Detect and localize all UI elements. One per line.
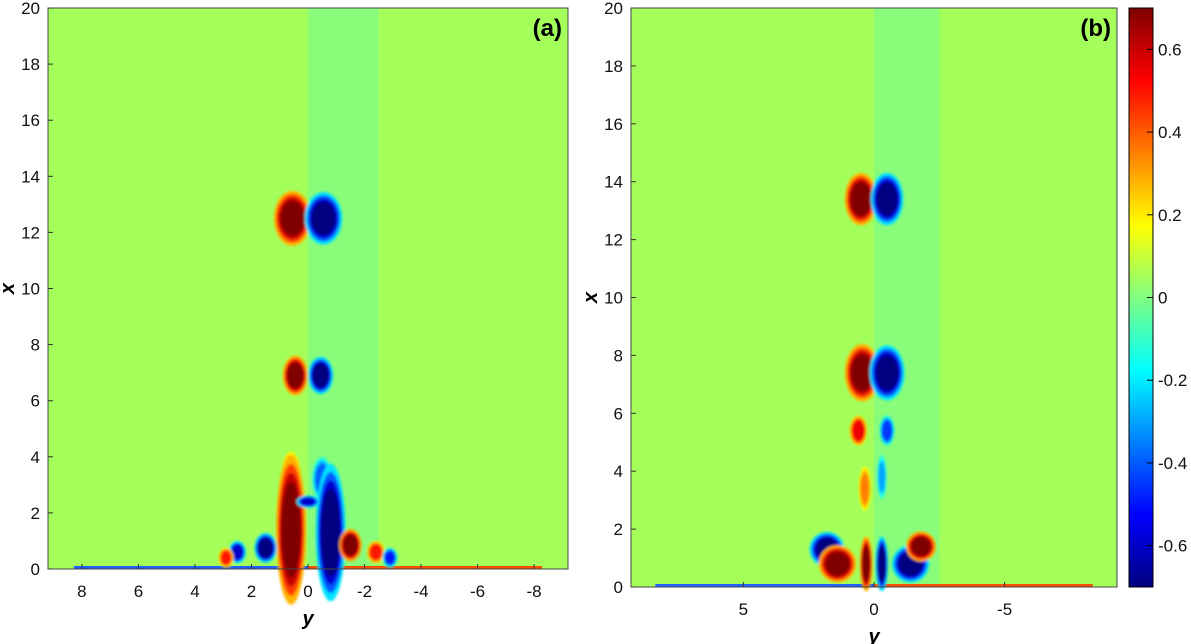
vortex-mark xyxy=(876,182,898,216)
vortex-mark xyxy=(862,546,871,582)
panel-label: (a) xyxy=(533,15,562,42)
vortex-mark xyxy=(321,488,341,577)
colorbar-tick-label: -0.2 xyxy=(1158,371,1187,390)
colorbar-tick-label: 0 xyxy=(1158,289,1167,308)
vortex-mark xyxy=(370,544,382,560)
vortex-mark xyxy=(343,534,358,556)
colorbar-tick-label: -0.4 xyxy=(1158,454,1187,473)
colorbar: 0.6 0.4 0.2 0 -0.2 -0.4 -0.6 xyxy=(1128,7,1187,588)
y-tick-label: 18 xyxy=(604,57,623,76)
y-tick-label: 6 xyxy=(614,404,623,423)
y-tick-label: 16 xyxy=(604,115,623,134)
y-tick-label: 4 xyxy=(614,462,623,481)
vortex-mark xyxy=(850,182,872,216)
x-tick-label: -4 xyxy=(413,582,428,601)
vortex-mark xyxy=(231,544,243,560)
y-tick-label: 0 xyxy=(614,578,623,597)
y-tick-label: 6 xyxy=(31,392,40,411)
y-tick-label: 20 xyxy=(21,0,40,18)
y-tick-label: 2 xyxy=(614,520,623,539)
x-tick-label: 0 xyxy=(869,600,878,619)
x-tick-label: 4 xyxy=(190,582,199,601)
y-tick-label: 12 xyxy=(604,231,623,250)
x-axis-label: y xyxy=(301,608,314,630)
vortex-mark xyxy=(877,546,886,582)
x-tick-label: 2 xyxy=(247,582,256,601)
wall-layer-negative xyxy=(655,584,874,587)
vortex-mark xyxy=(875,355,899,391)
colorbar-tick-label: 0.6 xyxy=(1158,40,1182,59)
wall-layer-negative xyxy=(74,566,308,569)
panel-label: (b) xyxy=(1080,15,1111,42)
colorbar-tick-label: 0.2 xyxy=(1158,206,1182,225)
vortex-mark xyxy=(258,538,273,558)
vortex-mark xyxy=(852,421,864,441)
vortex-mark xyxy=(882,421,892,441)
heatmap-band xyxy=(874,8,940,587)
y-axis-label: x xyxy=(0,282,19,295)
x-tick-label: 8 xyxy=(77,582,86,601)
y-tick-label: 8 xyxy=(614,346,623,365)
y-tick-label: 14 xyxy=(21,167,40,186)
y-tick-label: 10 xyxy=(604,289,623,308)
wall-layer-positive xyxy=(874,584,1093,587)
y-tick-label: 2 xyxy=(31,504,40,523)
vortex-mark xyxy=(281,481,301,578)
vortex-mark xyxy=(311,201,336,236)
y-tick-label: 0 xyxy=(31,560,40,579)
colorbar-tick-label: 0.4 xyxy=(1158,123,1182,142)
vortex-mark xyxy=(300,497,316,506)
x-tick-label: -2 xyxy=(357,582,372,601)
y-tick-label: 20 xyxy=(604,0,623,18)
y-tick-label: 16 xyxy=(21,111,40,130)
vortex-mark xyxy=(911,536,931,557)
x-tick-label: -6 xyxy=(470,582,485,601)
y-tick-label: 4 xyxy=(31,448,40,467)
x-tick-label: -8 xyxy=(527,582,542,601)
x-tick-label: 5 xyxy=(739,600,748,619)
vortex-mark xyxy=(385,551,395,565)
y-tick-label: 18 xyxy=(21,55,40,74)
vortex-mark xyxy=(878,462,886,492)
vortex-mark xyxy=(287,362,304,389)
x-tick-label: 0 xyxy=(303,582,312,601)
x-tick-label: -5 xyxy=(997,600,1012,619)
vortex-mark xyxy=(221,551,231,565)
y-tick-label: 14 xyxy=(604,173,623,192)
vortex-mark xyxy=(825,551,850,576)
x-axis-label: y xyxy=(867,626,880,644)
y-tick-label: 12 xyxy=(21,223,40,242)
vortex-mark xyxy=(860,474,869,503)
vortex-mark xyxy=(851,354,874,392)
vortex-mark xyxy=(280,200,305,236)
y-tick-label: 8 xyxy=(31,336,40,355)
panel-b: 0 2 4 6 8 10 12 14 16 18 20 5 0 -5 y x (b) xyxy=(580,0,1118,644)
colorbar-tick-label: -0.6 xyxy=(1158,537,1187,556)
vortex-mark xyxy=(312,363,329,388)
x-tick-label: 6 xyxy=(134,582,143,601)
wall-layer-positive xyxy=(308,566,542,569)
y-axis-label: x xyxy=(580,291,602,304)
y-tick-label: 10 xyxy=(21,280,40,299)
